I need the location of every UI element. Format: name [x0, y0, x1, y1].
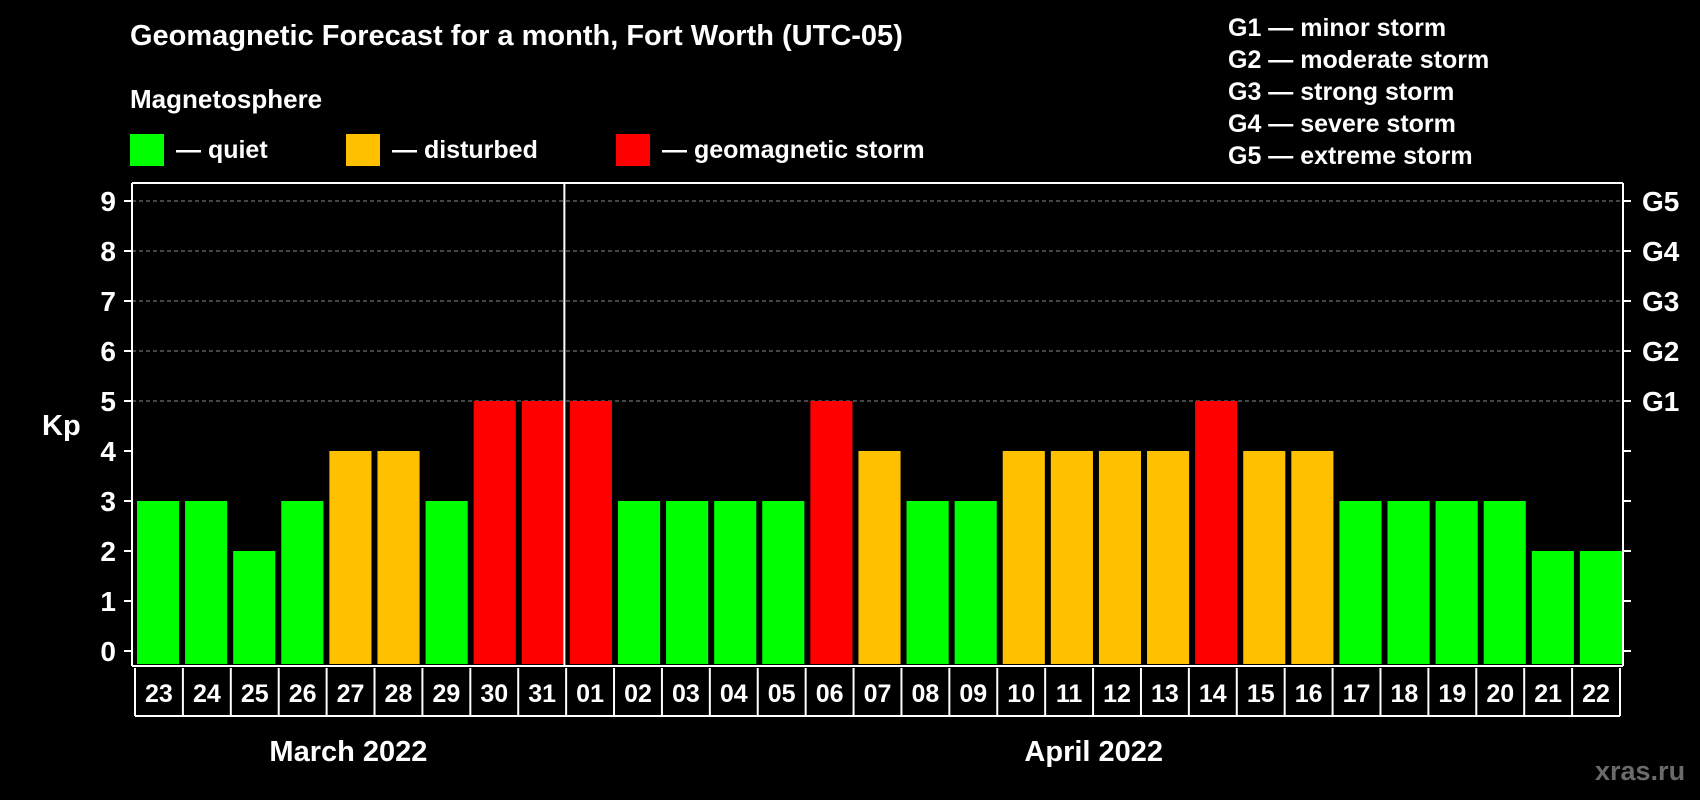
date-label-29: 29 [432, 680, 460, 708]
storm-scale-legend: G1 — minor storm G2 — moderate storm G3 … [1228, 12, 1489, 172]
date-label-28: 28 [385, 680, 413, 708]
bar-23 [1243, 451, 1286, 664]
y-tick-label-0: 0 [100, 636, 116, 667]
y-tick-label-6: 6 [100, 336, 116, 367]
date-label-18: 18 [1391, 680, 1419, 708]
bar-19 [1050, 451, 1093, 664]
bar-27 [1435, 501, 1478, 664]
storm-scale-g2: G2 — moderate storm [1228, 46, 1490, 74]
bar-4 [329, 451, 372, 664]
y-tick-label-7: 7 [100, 286, 116, 317]
date-label-24: 24 [193, 680, 221, 708]
right-axis-label-g3: G3 [1642, 286, 1679, 317]
date-label-08: 08 [911, 680, 939, 708]
date-label-02: 02 [624, 680, 652, 708]
bar-16 [906, 501, 949, 664]
legend-storm: — geomagnetic storm [616, 134, 925, 166]
watermark: xras.ru [1595, 756, 1686, 786]
date-label-19: 19 [1438, 680, 1466, 708]
chart-title: Geomagnetic Forecast for a month, Fort W… [130, 20, 903, 52]
bar-0 [137, 501, 180, 664]
date-label-14: 14 [1199, 680, 1227, 708]
date-label-16: 16 [1295, 680, 1323, 708]
right-axis-label-g1: G1 [1642, 386, 1679, 417]
bar-2 [233, 551, 276, 664]
legend-swatch-quiet [130, 134, 164, 166]
bar-11 [666, 501, 709, 664]
bar-12 [714, 501, 757, 664]
bar-24 [1291, 451, 1334, 664]
date-label-13: 13 [1151, 680, 1179, 708]
bar-14 [810, 401, 853, 664]
y-tick-label-3: 3 [100, 486, 116, 517]
date-label-17: 17 [1343, 680, 1371, 708]
bar-22 [1195, 401, 1238, 664]
legend-label-disturbed: — disturbed [392, 135, 538, 164]
date-label-27: 27 [337, 680, 365, 708]
legend-label-quiet: — quiet [176, 135, 268, 164]
storm-scale-g1: G1 — minor storm [1228, 14, 1447, 42]
month-label-march: March 2022 [269, 736, 428, 768]
date-label-06: 06 [816, 680, 844, 708]
bar-15 [858, 451, 901, 664]
bar-25 [1339, 501, 1382, 664]
bar-3 [281, 501, 324, 664]
date-label-23: 23 [145, 680, 173, 708]
date-label-07: 07 [864, 680, 892, 708]
date-label-12: 12 [1103, 680, 1131, 708]
y-tick-label-4: 4 [100, 436, 116, 467]
date-label-22: 22 [1582, 680, 1610, 708]
y-tick-label-2: 2 [100, 536, 116, 567]
bar-9 [569, 401, 612, 664]
date-label-30: 30 [480, 680, 508, 708]
bar-20 [1098, 451, 1142, 664]
bar-26 [1387, 501, 1430, 664]
right-axis-label-g2: G2 [1642, 336, 1679, 367]
bar-1 [185, 501, 228, 664]
date-label-31: 31 [528, 680, 556, 708]
storm-scale-g4: G4 — severe storm [1228, 110, 1456, 138]
legend-swatch-disturbed [346, 134, 380, 166]
bar-28 [1483, 501, 1526, 664]
legend-swatch-storm [616, 134, 650, 166]
date-label-21: 21 [1534, 680, 1562, 708]
y-tick-label-5: 5 [100, 386, 116, 417]
bar-10 [617, 501, 661, 664]
right-axis-label-g4: G4 [1642, 236, 1680, 267]
bar-18 [1002, 451, 1045, 664]
bar-8 [521, 401, 564, 664]
storm-scale-g3: G3 — strong storm [1228, 78, 1455, 106]
date-label-11: 11 [1056, 680, 1083, 708]
date-label-15: 15 [1247, 680, 1275, 708]
bar-6 [425, 501, 468, 664]
y-axis-label: Kp [42, 410, 81, 442]
y-tick-label-9: 9 [100, 186, 116, 217]
date-label-25: 25 [241, 680, 269, 708]
date-label-03: 03 [672, 680, 700, 708]
legend-quiet: — quiet [130, 134, 268, 166]
legend-disturbed: — disturbed [346, 134, 538, 166]
date-label-04: 04 [720, 680, 748, 708]
bar-21 [1147, 451, 1190, 664]
bar-30 [1579, 551, 1622, 664]
bar-5 [377, 451, 420, 664]
bar-29 [1531, 551, 1574, 664]
storm-scale-g5: G5 — extreme storm [1228, 142, 1473, 170]
month-label-april: April 2022 [1024, 736, 1164, 768]
date-label-20: 20 [1486, 680, 1514, 708]
date-label-26: 26 [289, 680, 317, 708]
date-label-01: 01 [576, 680, 604, 708]
y-tick-label-1: 1 [100, 586, 116, 617]
bar-13 [762, 501, 805, 664]
right-axis-label-g5: G5 [1642, 186, 1679, 217]
bar-17 [954, 501, 997, 664]
date-label-10: 10 [1007, 680, 1035, 708]
chart-subtitle: Magnetosphere [130, 84, 323, 114]
y-tick-label-8: 8 [100, 236, 116, 267]
date-label-09: 09 [959, 680, 987, 708]
legend-label-storm: — geomagnetic storm [662, 135, 925, 164]
date-label-05: 05 [768, 680, 796, 708]
bar-7 [473, 401, 516, 664]
